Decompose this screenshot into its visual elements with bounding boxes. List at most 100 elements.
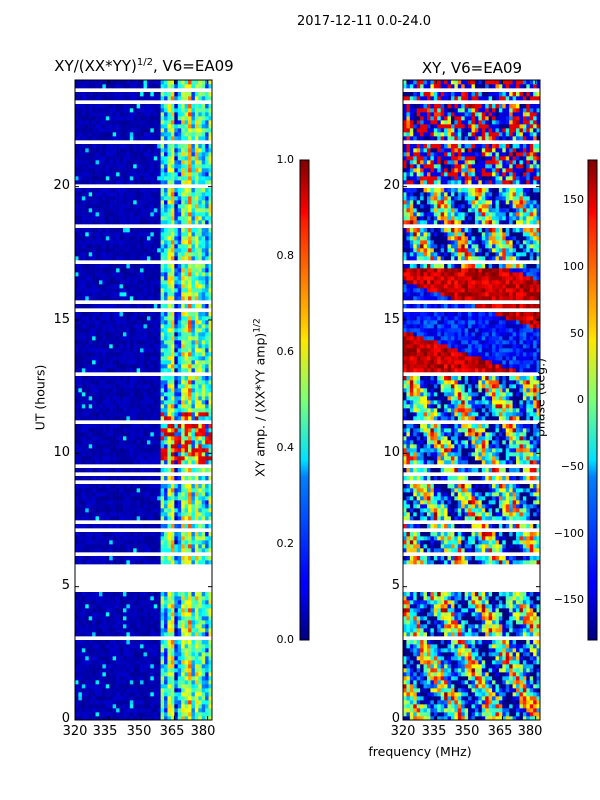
amp-cell — [112, 316, 117, 321]
amp-cell — [167, 432, 172, 437]
amp-cell — [116, 416, 120, 421]
amp-cell — [150, 228, 155, 233]
amp-cell — [188, 328, 192, 333]
amp-cell — [205, 352, 209, 357]
amp-cell — [95, 492, 100, 497]
amp-cell — [146, 556, 151, 561]
amp-cell — [81, 364, 86, 369]
amp-cell — [116, 360, 120, 365]
amp-cell — [160, 148, 165, 153]
amp-cell — [129, 632, 134, 637]
amp-cell — [129, 556, 134, 561]
amp-cell — [102, 468, 107, 473]
amp-cell — [129, 328, 134, 333]
amp-cell — [85, 476, 90, 481]
amp-cell — [198, 284, 203, 289]
amp-cell — [140, 368, 144, 373]
amp-cell — [146, 244, 151, 249]
amp-cell — [112, 196, 117, 201]
amp-cell — [160, 596, 165, 601]
amp-cell — [191, 400, 196, 405]
amp-cell — [208, 704, 212, 709]
amp-cell — [160, 200, 165, 205]
amp-cell — [85, 136, 90, 141]
amp-cell — [116, 252, 120, 257]
amp-cell — [78, 204, 83, 209]
amp-cell — [92, 712, 96, 717]
amp-cell — [143, 348, 148, 353]
amp-cell — [160, 332, 165, 337]
amp-cell — [150, 668, 155, 673]
amp-cell — [81, 504, 86, 509]
amp-cell — [88, 512, 93, 517]
amp-cell — [112, 340, 117, 345]
left-x-tick-350: 350 — [126, 724, 152, 739]
amp-cell — [122, 460, 127, 465]
amp-cell — [184, 444, 189, 449]
amp-cell — [105, 176, 110, 181]
amp-cell — [164, 692, 168, 697]
amp-cell — [78, 648, 83, 653]
amp-cell — [116, 340, 120, 345]
amp-cell — [109, 196, 114, 201]
amp-cell — [198, 344, 203, 349]
amp-cell — [133, 264, 137, 269]
amp-cell — [177, 312, 182, 317]
amp-cell — [157, 508, 161, 513]
amp-cell — [122, 332, 127, 337]
amp-cell — [188, 156, 192, 161]
amp-cell — [95, 624, 100, 629]
amp-cell — [153, 660, 158, 665]
amp-cell — [167, 604, 172, 609]
amp-cell — [184, 280, 189, 285]
amp-cell — [205, 208, 209, 213]
amp-cell — [88, 408, 93, 413]
amp-cell — [157, 492, 161, 497]
amp-cell — [170, 620, 175, 625]
amp-cell — [198, 612, 203, 617]
amp-cell — [122, 604, 127, 609]
amp-cell — [194, 164, 199, 169]
amp-cell — [136, 180, 141, 185]
amp-cell — [75, 228, 79, 233]
amp-cell — [129, 604, 134, 609]
amp-cell — [201, 416, 206, 421]
amp-cell — [133, 244, 137, 249]
amp-cell — [177, 468, 182, 473]
amp-cell — [95, 264, 100, 269]
amp-cell — [208, 172, 212, 177]
amp-cell — [157, 684, 161, 689]
amp-cell — [157, 412, 161, 417]
amp-cell — [167, 716, 172, 720]
amp-cell — [157, 604, 161, 609]
amp-cell — [177, 404, 182, 409]
amp-cell — [119, 240, 124, 245]
amp-cell — [126, 284, 131, 289]
amp-cell — [98, 312, 103, 317]
amp-cell — [92, 452, 96, 457]
amp-cell — [153, 512, 158, 517]
amp-cell — [136, 340, 141, 345]
amp-cell — [95, 148, 100, 153]
amp-cell — [88, 248, 93, 253]
amp-cell — [164, 664, 168, 669]
amp-cell — [198, 268, 203, 273]
amp-cell — [198, 696, 203, 701]
amp-cell — [184, 340, 189, 345]
amp-cell — [122, 312, 127, 317]
amp-cell — [164, 324, 168, 329]
amp-cell — [194, 228, 199, 233]
amp-cell — [164, 460, 168, 465]
amp-cell — [81, 388, 86, 393]
amp-cell — [119, 660, 124, 665]
amp-cell — [205, 608, 209, 613]
amp-cell — [184, 344, 189, 349]
amp-cell — [140, 400, 144, 405]
amp-cell — [116, 532, 120, 537]
amp-cell — [208, 336, 212, 341]
amp-cell — [167, 324, 172, 329]
amp-cell — [208, 668, 212, 673]
amp-cell — [133, 460, 137, 465]
amp-cell — [205, 256, 209, 261]
amp-cell — [92, 232, 96, 237]
